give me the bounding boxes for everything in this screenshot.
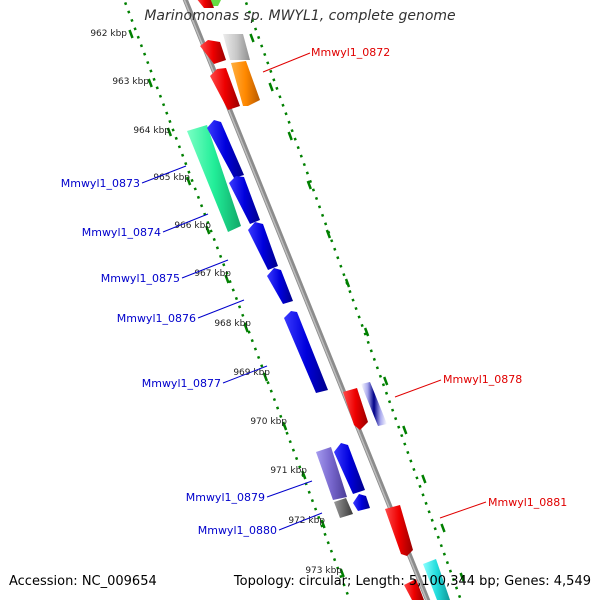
gene-mmwyl1-0874 xyxy=(207,120,244,178)
gene-labels: Mmwyl1_0872 Mmwyl1_0873 Mmwyl1_0874 Mmwy… xyxy=(61,46,568,537)
tick-mark xyxy=(459,572,465,582)
gene-mmwyl1-0877 xyxy=(284,311,328,393)
tick-mark xyxy=(249,33,255,43)
tick-mark xyxy=(440,523,446,533)
gene-mmwyl1-0880 xyxy=(334,498,353,518)
gene-label-mmwyl1-0875: Mmwyl1_0875 xyxy=(101,272,180,285)
callout-line xyxy=(394,379,442,398)
tick-label: 968 kbp xyxy=(214,319,251,329)
tick-mark xyxy=(325,229,332,239)
tick-mark xyxy=(344,278,351,288)
callout-line xyxy=(439,501,487,519)
reverse-strand-genes xyxy=(187,0,424,600)
gene-red-reverse-2 xyxy=(210,68,240,110)
scale-line-inner xyxy=(122,0,353,604)
gene-mmwyl1-0873 xyxy=(187,125,241,232)
tick-label: 973 kbp xyxy=(305,566,342,576)
gene-mmwyl1-0875 xyxy=(248,222,278,270)
gene-label-mmwyl1-0879: Mmwyl1_0879 xyxy=(186,491,265,504)
gene-mmwyl1-0878-red xyxy=(343,388,368,430)
callout-line xyxy=(162,213,209,233)
scale-line-outer xyxy=(243,0,464,604)
tick-mark xyxy=(268,82,274,92)
genome-stats-text: Topology: circular; Length: 5,100,344 bp… xyxy=(233,574,591,589)
tick-label: 972 kbp xyxy=(288,516,325,526)
tick-mark xyxy=(402,425,408,435)
gene-mmwyl1-0872 xyxy=(231,61,260,106)
tick-label: 969 kbp xyxy=(233,368,270,378)
gene-cyan-forward xyxy=(423,559,450,600)
gene-label-mmwyl1-0874: Mmwyl1_0874 xyxy=(82,226,161,239)
tick-label: 971 kbp xyxy=(270,466,307,476)
tick-mark xyxy=(205,225,211,235)
forward-strand-genes xyxy=(208,0,450,600)
gene-mmwyl1-0879 xyxy=(316,447,347,500)
tick-mark xyxy=(166,127,173,137)
tick-mark xyxy=(363,327,370,337)
gene-callout-lines xyxy=(141,52,487,531)
accession-text: Accession: NC_009654 xyxy=(9,574,157,589)
gene-label-mmwyl1-0880: Mmwyl1_0880 xyxy=(198,524,277,537)
tick-label: 963 kbp xyxy=(112,77,149,87)
gene-label-mmwyl1-0873: Mmwyl1_0873 xyxy=(61,177,140,190)
tick-mark xyxy=(243,323,249,333)
gene-label-mmwyl1-0877: Mmwyl1_0877 xyxy=(142,377,221,390)
tick-mark xyxy=(262,372,269,382)
gene-blue-reverse-a xyxy=(229,176,260,224)
gene-red-reverse-top xyxy=(197,0,214,8)
tick-mark xyxy=(339,568,345,578)
tick-mark xyxy=(320,519,326,529)
callout-line xyxy=(278,512,323,531)
tick-label: 967 kbp xyxy=(194,269,231,279)
tick-label: 964 kbp xyxy=(133,126,170,136)
tick-mark xyxy=(383,376,389,386)
gene-label-mmwyl1-0881: Mmwyl1_0881 xyxy=(488,496,567,509)
tick-mark xyxy=(224,274,230,284)
callout-line xyxy=(262,52,311,73)
callout-line xyxy=(197,299,245,319)
gene-mmwyl1-0881 xyxy=(385,505,413,556)
callout-line xyxy=(266,480,313,498)
gene-label-mmwyl1-0878: Mmwyl1_0878 xyxy=(443,373,522,386)
tick-label: 965 kbp xyxy=(153,173,190,183)
gene-red-reverse-1 xyxy=(200,40,226,64)
tick-mark xyxy=(281,421,288,431)
gene-gray-forward xyxy=(223,34,250,60)
callout-line xyxy=(222,365,268,384)
gene-blue-reverse-b xyxy=(334,443,365,494)
gene-mmwyl1-0876 xyxy=(267,268,293,304)
tick-mark xyxy=(287,131,293,141)
tick-mark xyxy=(147,78,153,88)
gene-mmwyl1-0878-stripe xyxy=(361,382,387,426)
genome-title: Marinomonas sp. MWYL1, complete genome xyxy=(144,8,456,24)
gene-blue-reverse-c xyxy=(353,494,370,511)
tick-label: 962 kbp xyxy=(90,29,127,39)
tick-labels: 962 kbp 963 kbp 964 kbp 965 kbp 966 kbp … xyxy=(90,29,342,576)
gene-label-mmwyl1-0872: Mmwyl1_0872 xyxy=(311,46,390,59)
tick-label: 970 kbp xyxy=(250,417,287,427)
gene-red-reverse-bottom xyxy=(404,579,424,600)
tick-mark xyxy=(128,29,134,39)
tick-mark xyxy=(185,176,192,186)
tick-label: 966 kbp xyxy=(174,221,211,231)
callout-line xyxy=(141,165,187,184)
tick-mark xyxy=(301,470,307,480)
tick-mark xyxy=(421,474,427,484)
tick-mark xyxy=(306,180,312,190)
callout-line xyxy=(181,259,229,279)
tick-marks xyxy=(128,29,465,582)
gene-label-mmwyl1-0876: Mmwyl1_0876 xyxy=(117,312,196,325)
